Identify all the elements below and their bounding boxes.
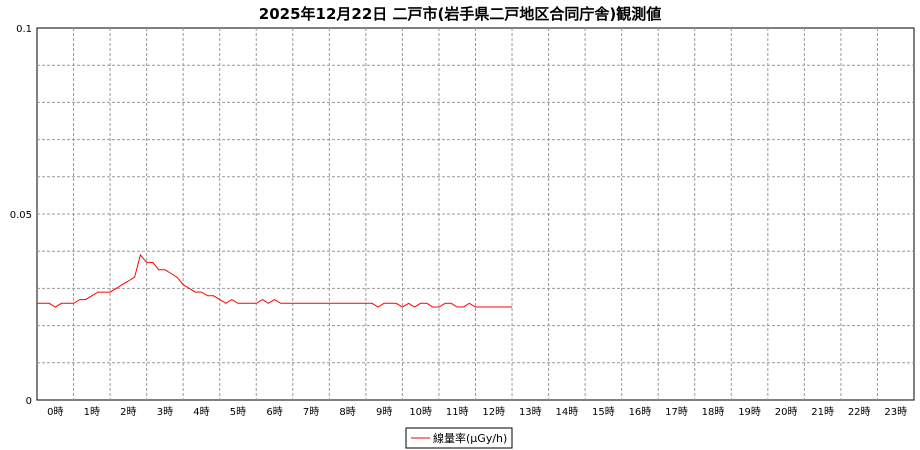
x-tick-label: 22時 xyxy=(848,406,871,418)
x-tick-label: 9時 xyxy=(376,406,392,418)
x-tick-label: 23時 xyxy=(884,406,907,418)
x-tick-label: 0時 xyxy=(47,406,63,418)
x-tick-label: 17時 xyxy=(665,406,688,418)
x-tick-label: 8時 xyxy=(339,406,355,418)
x-tick-label: 21時 xyxy=(811,406,834,418)
x-axis-ticks: 0時 1時 2時 3時 4時 5時 6時 7時 8時 9時 10時 11時 12時 13時 14時 15時 16… xyxy=(47,406,907,418)
y-tick-label: 0.05 xyxy=(10,210,32,221)
x-tick-label: 2時 xyxy=(120,406,136,418)
x-tick-label: 6時 xyxy=(266,406,282,418)
x-tick-label: 12時 xyxy=(482,406,505,418)
chart-title: 2025年12月22日 二戸市(岩手県二戸地区合同庁舎)観測値 xyxy=(259,5,661,23)
x-tick-label: 10時 xyxy=(409,406,432,418)
legend: 線量率(µGy/h) xyxy=(405,427,513,449)
x-tick-label: 13時 xyxy=(519,406,542,418)
x-tick-label: 18時 xyxy=(702,406,725,418)
x-tick-label: 5時 xyxy=(230,406,246,418)
x-tick-label: 20時 xyxy=(775,406,798,418)
series-layer xyxy=(37,253,512,308)
grid-lines xyxy=(37,28,914,400)
x-tick-label: 14時 xyxy=(555,406,578,418)
x-tick-label: 19時 xyxy=(738,406,761,418)
y-tick-label: 0 xyxy=(26,396,32,407)
x-tick-label: 1時 xyxy=(84,406,100,418)
legend-label: 線量率(µGy/h) xyxy=(433,431,507,445)
legend-box xyxy=(405,427,513,449)
x-tick-label: 16時 xyxy=(629,406,652,418)
x-tick-label: 3時 xyxy=(157,406,173,418)
y-tick-label: 0.1 xyxy=(16,24,32,35)
x-tick-label: 15時 xyxy=(592,406,615,418)
x-tick-label: 4時 xyxy=(193,406,209,418)
x-tick-label: 11時 xyxy=(446,406,469,418)
x-tick-label: 7時 xyxy=(303,406,319,418)
y-axis-ticks: 0 0.05 0.1 xyxy=(10,24,32,407)
series-line xyxy=(37,253,512,308)
